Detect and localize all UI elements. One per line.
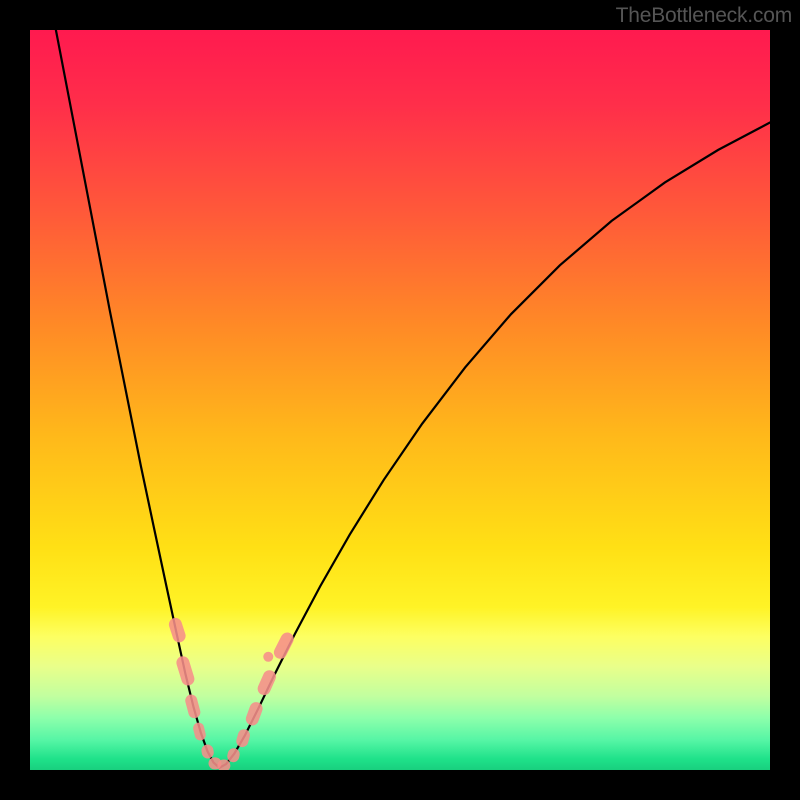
datapoint-markers xyxy=(167,616,296,770)
curve-right-branch xyxy=(219,123,770,768)
source-watermark: TheBottleneck.com xyxy=(616,4,792,28)
datapoint-marker xyxy=(167,616,187,644)
chart-frame: TheBottleneck.com xyxy=(0,0,800,800)
datapoint-marker xyxy=(192,721,207,741)
datapoint-marker xyxy=(272,630,296,661)
datapoint-marker xyxy=(200,744,214,760)
curve-left-branch xyxy=(56,30,220,768)
datapoint-marker xyxy=(235,728,251,749)
bottleneck-curve xyxy=(30,30,770,770)
plot-area xyxy=(30,30,770,770)
datapoint-marker xyxy=(175,655,196,687)
datapoint-marker xyxy=(184,693,202,719)
datapoint-marker xyxy=(263,652,273,662)
